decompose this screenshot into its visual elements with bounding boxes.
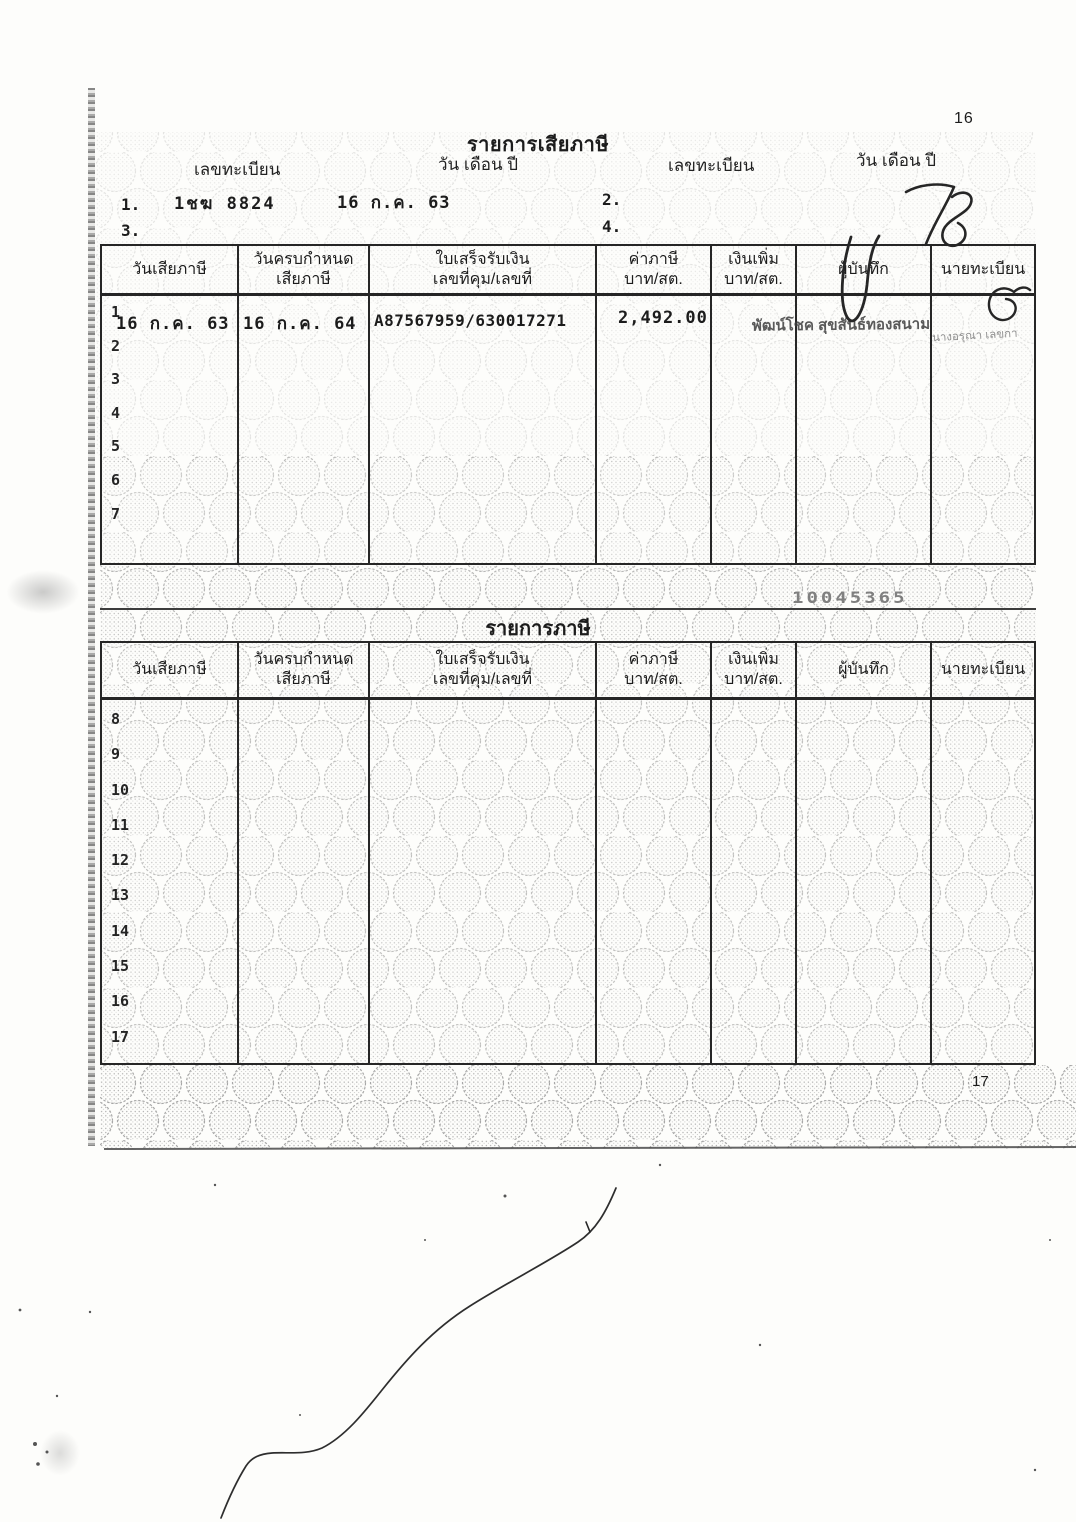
col-header-pay-date: วันเสียภาษี <box>102 246 239 296</box>
row-number: 6 <box>111 470 121 489</box>
row-number: 7 <box>111 504 121 523</box>
registration-label-left: เลขทะเบียน <box>194 160 281 179</box>
col-header-receipt: ใบเสร็จรับเงิน เลขที่คุม/เลขที่ <box>370 643 597 700</box>
row-number: 1 <box>111 303 121 321</box>
row-number: 2 <box>111 336 121 355</box>
body-col-surcharge <box>712 700 797 1063</box>
body-col-pay-date: 8 9 10 11 12 13 14 15 16 17 <box>102 700 239 1063</box>
pen-tick <box>585 1221 591 1233</box>
entry-number-2: 2. <box>602 190 622 209</box>
scan-smudge <box>6 570 80 614</box>
row-number: 15 <box>111 957 130 976</box>
registration-value: 1ชฆ 8824 <box>174 194 276 214</box>
body-col-due-date <box>239 700 370 1063</box>
col-header-receipt: ใบเสร็จรับเงิน เลขที่คุม/เลขที่ <box>370 246 597 296</box>
col-header-surcharge: เงินเพิ่ม บาท/สต. <box>712 246 797 296</box>
body-col-receipt <box>370 296 597 563</box>
col-header-tax: ค่าภาษี บาท/สต. <box>597 643 712 700</box>
body-col-due-date <box>239 296 370 563</box>
pay-date-value: 16 ก.ค. 63 <box>116 314 230 334</box>
col-header-registrar: นายทะเบียน <box>932 643 1034 700</box>
page-title: รายการเสียภาษี <box>466 134 610 156</box>
body-col-pay-date: 1 2 3 4 5 6 7 <box>102 296 239 563</box>
handwritten-78-mark <box>904 183 973 248</box>
scan-edge-artifact <box>88 88 95 1146</box>
date-label-left: วัน เดือน ปี <box>438 155 519 174</box>
registration-date-value: 16 ก.ค. 63 <box>337 193 451 213</box>
row-number: 13 <box>111 886 130 905</box>
date-label-right: วัน เดือน ปี <box>856 151 937 170</box>
bottom-pen-line <box>220 1187 617 1519</box>
section2-title: รายการภาษี <box>485 618 591 640</box>
tax-payment-table-2: วันเสียภาษี วันครบกำหนด เสียภาษี ใบเสร็จร… <box>100 641 1036 1065</box>
body-col-recorder <box>797 296 932 563</box>
col-header-recorder: ผู้บันทึก <box>797 643 932 700</box>
col-header-registrar: นายทะเบียน <box>932 246 1034 296</box>
row-number: 14 <box>111 921 130 940</box>
col-header-due-date: วันครบกำหนด เสียภาษี <box>239 246 370 296</box>
entry-number-4: 4. <box>602 217 622 236</box>
registration-label-right: เลขทะเบียน <box>668 156 755 175</box>
due-date-value: 16 ก.ค. 64 <box>243 314 357 334</box>
tax-amount-value: 2,492.00 <box>618 308 708 328</box>
entry-number-1: 1. <box>121 195 141 214</box>
row-number: 3 <box>111 370 121 389</box>
col-header-recorder: ผู้บันทึก <box>797 246 932 296</box>
receipt-number-value: A87567959/630017271 <box>374 311 567 330</box>
body-col-surcharge <box>712 296 797 563</box>
body-col-tax <box>597 700 712 1063</box>
serial-number-stamp: 10045365 <box>792 588 908 608</box>
row-number: 16 <box>111 992 130 1011</box>
row-number: 12 <box>111 851 130 870</box>
row-number: 11 <box>111 815 130 834</box>
body-col-recorder <box>797 700 932 1063</box>
scan-smudge <box>40 1430 80 1476</box>
entry-number-3: 3. <box>121 221 141 240</box>
col-header-surcharge: เงินเพิ่ม บาท/สต. <box>712 643 797 700</box>
scan-specks <box>18 1163 1051 1472</box>
col-header-due-date: วันครบกำหนด เสียภาษี <box>239 643 370 700</box>
page-number-bottom: 17 <box>972 1073 989 1090</box>
row-number: 8 <box>111 710 121 728</box>
row-number: 9 <box>111 745 121 764</box>
col-header-pay-date: วันเสียภาษี <box>102 643 239 700</box>
row-number: 5 <box>111 437 121 456</box>
divider-line <box>100 608 1036 610</box>
row-number: 4 <box>111 403 121 422</box>
row-number: 10 <box>111 780 130 799</box>
body-col-registrar <box>932 700 1034 1063</box>
col-header-tax: ค่าภาษี บาท/สต. <box>597 246 712 296</box>
body-col-tax <box>597 296 712 563</box>
page-number-top: 16 <box>954 110 974 127</box>
body-col-receipt <box>370 700 597 1063</box>
row-number: 17 <box>111 1027 130 1046</box>
tax-payment-table-1: วันเสียภาษี วันครบกำหนด เสียภาษี ใบเสร็จร… <box>100 244 1036 565</box>
band-bottom-line <box>103 1145 1076 1151</box>
